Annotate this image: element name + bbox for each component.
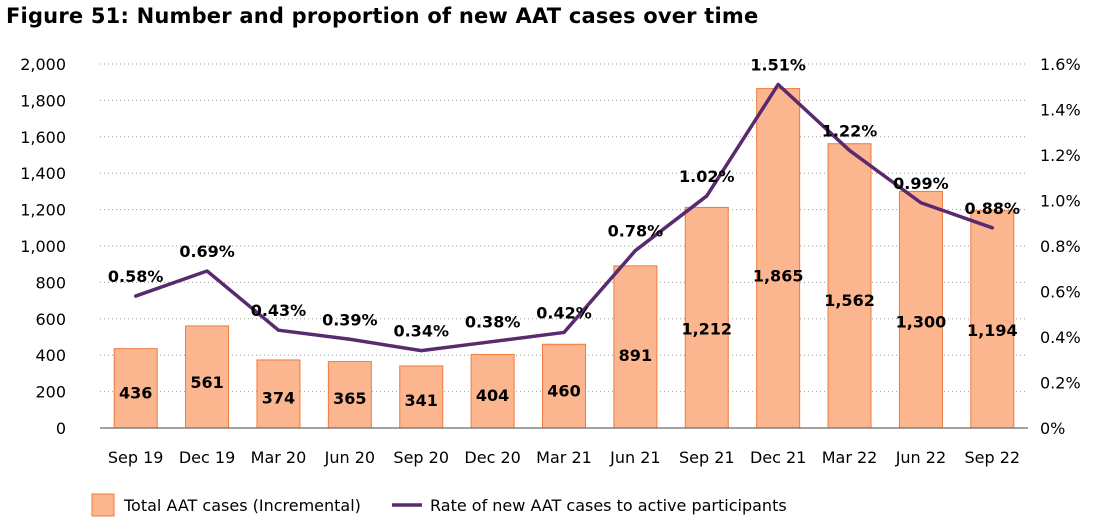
y-left-tick-label: 1,400 — [20, 164, 66, 183]
x-tick-label: Jun 21 — [609, 448, 660, 467]
data-labels: 436 561 374 365 341 404 460 891 1,212 1,865 1,562 1… — [108, 55, 1020, 410]
bar — [327, 361, 372, 429]
x-tick-label: Mar 22 — [822, 448, 878, 467]
x-tick-label: Dec 19 — [179, 448, 235, 467]
y-right-tick-label: 1.6% — [1040, 55, 1081, 74]
rate-value-label: 1.22% — [822, 121, 878, 140]
bar-value-label: 1,212 — [681, 320, 732, 339]
y-left-tick-label: 200 — [35, 383, 66, 402]
bar — [970, 210, 1015, 429]
x-tick-label: Mar 20 — [251, 448, 307, 467]
bar-series — [113, 88, 1015, 429]
bar — [256, 359, 301, 429]
bar-value-label: 1,300 — [896, 313, 947, 332]
y-left-tick-label: 600 — [35, 310, 66, 329]
y-right-tick-label: 0.2% — [1040, 374, 1081, 393]
x-tick-label: Sep 21 — [679, 448, 735, 467]
y-left-tick-label: 400 — [35, 346, 66, 365]
y-left-tick-label: 1,000 — [20, 237, 66, 256]
bar-value-label: 460 — [547, 381, 580, 400]
rate-value-label: 0.78% — [608, 222, 664, 241]
bar-value-label: 1,865 — [753, 266, 804, 285]
x-tick-label: Dec 21 — [750, 448, 806, 467]
rate-value-label: 0.34% — [393, 322, 449, 341]
y-right-tick-label: 0.8% — [1040, 237, 1081, 256]
rate-line — [133, 82, 995, 353]
x-tick-label: Jun 22 — [895, 448, 946, 467]
rate-value-label: 0.69% — [179, 242, 235, 261]
y-right-tick-label: 1.4% — [1040, 101, 1081, 120]
y-right-tick-label: 1.0% — [1040, 192, 1081, 211]
bar-value-label: 365 — [333, 389, 366, 408]
bar-value-label: 374 — [262, 388, 295, 407]
bar-value-label: 436 — [119, 383, 152, 402]
bar-value-label: 561 — [190, 373, 223, 392]
rate-value-label: 0.38% — [465, 313, 521, 332]
legend-line-label: Rate of new AAT cases to active particip… — [430, 496, 787, 515]
rate-value-label: 0.88% — [965, 199, 1021, 218]
x-tick-label: Mar 21 — [536, 448, 592, 467]
rate-value-label: 0.58% — [108, 267, 164, 286]
bar — [470, 353, 515, 429]
bar-value-label: 404 — [476, 386, 509, 405]
x-tick-label: Sep 22 — [965, 448, 1021, 467]
legend-bar-swatch — [91, 493, 115, 517]
x-tick-label: Sep 20 — [393, 448, 449, 467]
y-left-tick-label: 1,600 — [20, 128, 66, 147]
line-series — [133, 82, 995, 353]
gridlines — [100, 63, 1028, 393]
x-tick-label: Jun 20 — [324, 448, 375, 467]
y-right-tick-label: 1.2% — [1040, 146, 1081, 165]
bar-value-label: 1,194 — [967, 321, 1018, 340]
y-right-tick-label: 0.4% — [1040, 328, 1081, 347]
bar-value-label: 891 — [619, 346, 652, 365]
bar — [113, 348, 158, 429]
rate-value-label: 0.43% — [251, 301, 307, 320]
bar — [185, 325, 230, 429]
bar — [756, 88, 801, 429]
bar — [399, 365, 444, 429]
y-right-tick-label: 0% — [1040, 419, 1065, 438]
x-tick-label: Dec 20 — [464, 448, 520, 467]
bar — [684, 206, 729, 429]
y-left-tick-label: 1,800 — [20, 91, 66, 110]
y-left-tick-label: 0 — [56, 419, 66, 438]
rate-value-label: 1.02% — [679, 167, 735, 186]
y-left-tick-label: 2,000 — [20, 55, 66, 74]
y-right-tick-label: 0.6% — [1040, 283, 1081, 302]
y-left-tick-label: 1,200 — [20, 201, 66, 220]
bar-value-label: 341 — [405, 391, 438, 410]
legend-bar-label: Total AAT cases (Incremental) — [123, 496, 361, 515]
rate-value-label: 0.39% — [322, 310, 378, 329]
rate-value-label: 1.51% — [750, 55, 806, 74]
bar-value-label: 1,562 — [824, 291, 875, 310]
bar — [827, 143, 872, 429]
bar — [898, 190, 943, 429]
rate-value-label: 0.99% — [893, 174, 949, 193]
rate-value-label: 0.42% — [536, 303, 592, 322]
x-tick-label: Sep 19 — [108, 448, 164, 467]
legend: Total AAT cases (Incremental) Rate of new… — [91, 493, 787, 517]
y-left-tick-label: 800 — [35, 273, 66, 292]
axes: 0 200 400 600 800 1,000 1,200 1,400 1,600 1,800 2,… — [20, 55, 1080, 467]
chart-title: Figure 51: Number and proportion of new … — [6, 4, 759, 28]
